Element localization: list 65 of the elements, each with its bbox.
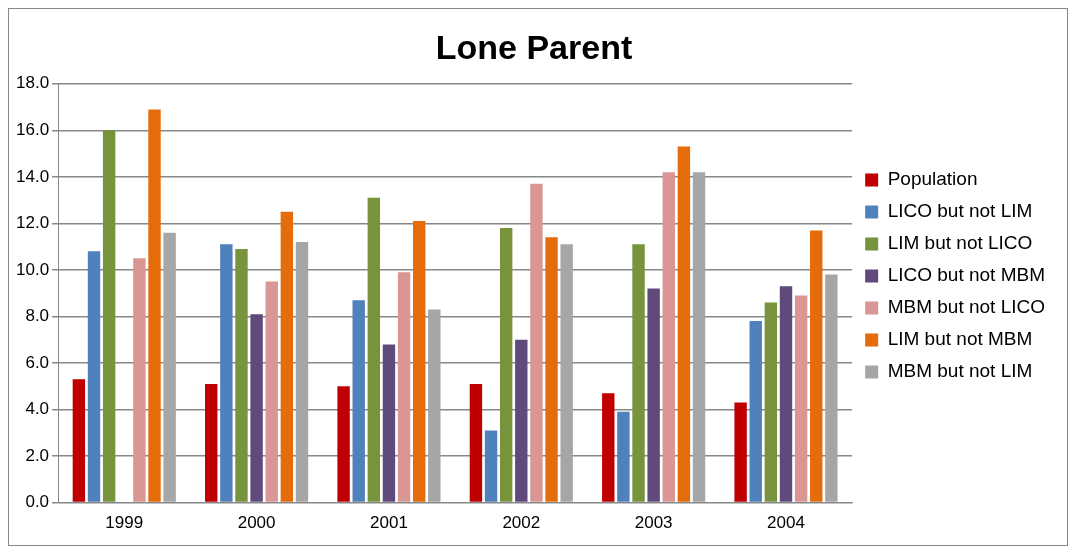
bar bbox=[428, 309, 441, 502]
y-tick-label: 0.0 bbox=[25, 492, 50, 512]
bar bbox=[235, 248, 248, 502]
bar bbox=[133, 258, 146, 502]
bar bbox=[102, 130, 116, 502]
legend-label: LIM but not LICO bbox=[887, 232, 1033, 254]
bar bbox=[484, 430, 498, 502]
bar bbox=[632, 244, 645, 502]
bar bbox=[499, 228, 513, 502]
bar bbox=[560, 244, 573, 502]
bar bbox=[617, 411, 630, 502]
bar bbox=[367, 197, 381, 502]
chart-title: Lone Parent bbox=[435, 27, 633, 66]
bar bbox=[734, 402, 747, 502]
bar bbox=[382, 344, 396, 502]
bar bbox=[647, 288, 660, 502]
bar bbox=[692, 172, 706, 502]
legend-label: MBM but not LIM bbox=[887, 360, 1033, 382]
bar bbox=[220, 244, 233, 502]
bar bbox=[662, 172, 675, 502]
x-tick-label: 2004 bbox=[767, 513, 805, 533]
bar bbox=[205, 383, 218, 502]
legend-label: Population bbox=[887, 168, 978, 190]
legend-label: MBM but not LICO bbox=[887, 296, 1046, 318]
y-tick-label: 18.0 bbox=[15, 73, 50, 93]
legend-label: LIM but not MBM bbox=[887, 328, 1033, 350]
bar bbox=[764, 302, 778, 502]
y-tick-label: 12.0 bbox=[15, 213, 50, 233]
bar bbox=[163, 232, 176, 502]
bar bbox=[295, 242, 309, 502]
x-tick-label: 2001 bbox=[370, 513, 408, 533]
bar bbox=[545, 237, 558, 502]
bar bbox=[250, 314, 263, 502]
bar bbox=[810, 230, 823, 502]
bar bbox=[825, 274, 838, 502]
legend-label: LICO but not LIM bbox=[887, 200, 1033, 222]
bar bbox=[530, 183, 543, 502]
bar bbox=[749, 321, 762, 502]
bar bbox=[794, 295, 808, 502]
x-tick-label: 1999 bbox=[105, 513, 144, 533]
bar bbox=[352, 300, 365, 502]
y-tick-label: 10.0 bbox=[15, 259, 50, 279]
y-tick-label: 4.0 bbox=[25, 399, 50, 419]
bar bbox=[265, 281, 278, 502]
bar bbox=[515, 339, 528, 502]
bar bbox=[87, 251, 101, 502]
bar bbox=[72, 379, 86, 502]
bar bbox=[779, 286, 793, 502]
y-tick-label: 6.0 bbox=[25, 352, 50, 372]
y-tick-label: 14.0 bbox=[15, 166, 50, 186]
bar bbox=[413, 221, 426, 502]
x-tick-label: 2002 bbox=[502, 513, 541, 533]
y-tick-label: 8.0 bbox=[25, 306, 50, 326]
bar bbox=[337, 386, 350, 502]
y-tick-label: 2.0 bbox=[25, 445, 50, 465]
bar bbox=[148, 109, 161, 502]
bar bbox=[602, 393, 615, 502]
bar bbox=[677, 146, 691, 502]
y-tick-label: 16.0 bbox=[15, 120, 50, 140]
x-tick-label: 2000 bbox=[237, 513, 276, 533]
bar bbox=[397, 272, 411, 502]
bar bbox=[469, 383, 483, 502]
legend-label: LICO but not MBM bbox=[887, 264, 1046, 286]
bar bbox=[280, 211, 294, 502]
x-tick-label: 2003 bbox=[634, 513, 673, 533]
